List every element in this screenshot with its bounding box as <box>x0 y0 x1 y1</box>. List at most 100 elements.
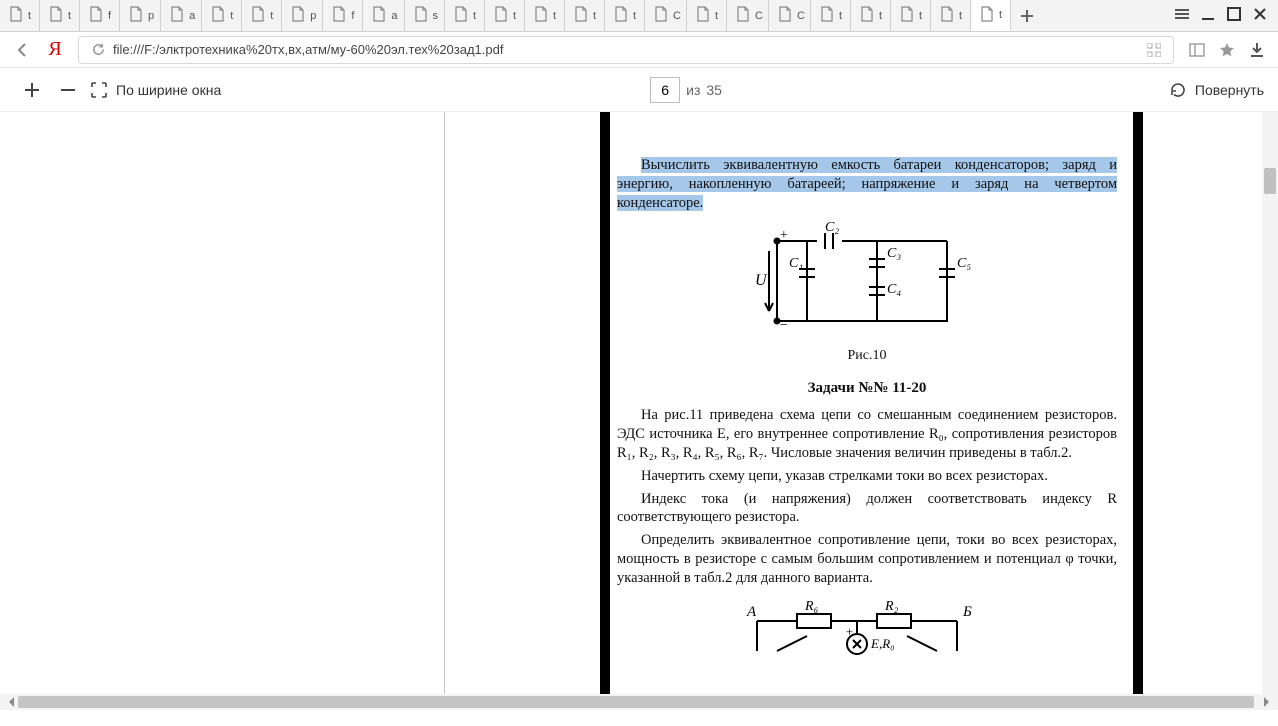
tab-label: t <box>513 10 516 22</box>
document-content: Вычислить эквивалентную емкость батареи … <box>617 152 1117 656</box>
para2: Начертить схему цепи, указав стрелками т… <box>617 467 1117 486</box>
sidebar-icon <box>1189 42 1205 58</box>
tab-strip: ttfpattpfastttttCtCCttttt <box>0 0 1278 32</box>
fit-width-label: По ширине окна <box>116 82 221 98</box>
plus-icon <box>23 81 41 99</box>
browser-tab[interactable]: a <box>363 0 404 31</box>
tab-label: a <box>189 10 195 22</box>
minimize-button[interactable] <box>1200 6 1216 26</box>
qr-icon <box>1147 43 1161 57</box>
file-icon <box>493 6 509 25</box>
svg-text:C₃: C₃ <box>887 246 901 261</box>
pdf-page: Вычислить эквивалентную емкость батареи … <box>444 112 1144 694</box>
tab-label: a <box>391 10 397 22</box>
tab-label: t <box>879 10 882 22</box>
browser-tab[interactable]: t <box>891 0 931 31</box>
zoom-in-button[interactable] <box>14 81 50 99</box>
file-icon <box>128 6 144 25</box>
svg-text:U: U <box>755 272 768 289</box>
browser-tab[interactable]: p <box>282 0 323 31</box>
file-icon <box>453 6 469 25</box>
tab-label: t <box>553 10 556 22</box>
scrollbar-thumb-h[interactable] <box>18 696 1254 708</box>
tab-label: f <box>108 10 111 22</box>
file-icon <box>939 6 955 25</box>
browser-tab[interactable]: t <box>565 0 605 31</box>
browser-tab[interactable]: t <box>40 0 80 31</box>
file-icon <box>210 6 226 25</box>
tab-label: f <box>351 10 354 22</box>
file-icon <box>979 6 995 25</box>
tab-label: t <box>839 10 842 22</box>
downloads-button[interactable] <box>1242 42 1272 58</box>
reload-button[interactable] <box>87 42 109 57</box>
browser-tab[interactable]: p <box>120 0 161 31</box>
browser-tab[interactable]: t <box>242 0 282 31</box>
page-indicator: из 35 <box>650 77 722 103</box>
browser-tab[interactable]: t <box>605 0 645 31</box>
para1: На рис.11 приведена схема цепи со смешан… <box>617 406 1117 463</box>
tab-label: t <box>715 10 718 22</box>
section-heading: Задачи №№ 11-20 <box>617 379 1117 399</box>
browser-tab[interactable]: t <box>485 0 525 31</box>
browser-tab[interactable]: t <box>202 0 242 31</box>
menu-icon[interactable] <box>1174 6 1190 26</box>
tab-label: C <box>797 10 805 22</box>
scrollbar-vertical[interactable] <box>1262 112 1278 710</box>
browser-tab[interactable]: t <box>931 0 971 31</box>
tab-label: s <box>433 10 439 22</box>
file-icon <box>735 6 751 25</box>
scrollbar-thumb-v[interactable] <box>1264 168 1276 194</box>
browser-tab[interactable]: C <box>769 0 811 31</box>
browser-tab[interactable]: t <box>687 0 727 31</box>
reload-icon <box>91 42 106 57</box>
rotate-button[interactable]: Повернуть <box>1169 81 1264 99</box>
tab-label: t <box>28 10 31 22</box>
minus-icon <box>59 81 77 99</box>
tab-label: p <box>310 10 316 22</box>
browser-tab[interactable]: t <box>851 0 891 31</box>
page-input[interactable] <box>650 77 680 103</box>
yandex-logo[interactable]: Я <box>40 38 70 61</box>
maximize-button[interactable] <box>1226 6 1242 26</box>
plus-icon <box>1019 8 1035 24</box>
tab-label: t <box>473 10 476 22</box>
bookmark-button[interactable] <box>1212 42 1242 58</box>
svg-text:C₁: C₁ <box>789 256 803 271</box>
browser-tab[interactable]: a <box>161 0 202 31</box>
zoom-out-button[interactable] <box>50 81 86 99</box>
file-icon <box>250 6 266 25</box>
scrollbar-horizontal[interactable] <box>0 694 1278 710</box>
window-controls <box>1164 6 1278 26</box>
svg-text:−: − <box>779 318 788 333</box>
fit-width-button[interactable]: По ширине окна <box>90 81 221 99</box>
para3: Индекс тока (и напряжения) должен соотве… <box>617 490 1117 528</box>
file-icon <box>899 6 915 25</box>
browser-tab[interactable]: C <box>727 0 769 31</box>
qr-button[interactable] <box>1143 43 1165 57</box>
browser-tab[interactable]: t <box>971 0 1011 31</box>
back-button[interactable] <box>6 42 40 58</box>
file-icon <box>573 6 589 25</box>
tab-label: t <box>633 10 636 22</box>
page-margin-right <box>1133 112 1143 694</box>
browser-tab[interactable]: f <box>80 0 120 31</box>
highlighted-text[interactable]: Вычислить эквивалентную емкость батареи … <box>617 157 1117 211</box>
browser-tab[interactable]: t <box>0 0 40 31</box>
para4: Определить эквивалентное сопротивление ц… <box>617 531 1117 588</box>
file-icon <box>413 6 429 25</box>
browser-tab[interactable]: s <box>405 0 446 31</box>
tab-label: C <box>755 10 763 22</box>
svg-text:C₂: C₂ <box>825 221 839 235</box>
browser-tab[interactable]: t <box>525 0 565 31</box>
circuit2-figure: A Б R₆ R₂ E,R₀ + <box>737 596 997 656</box>
tab-label: t <box>593 10 596 22</box>
browser-tab[interactable]: t <box>445 0 485 31</box>
browser-tab[interactable]: f <box>323 0 363 31</box>
close-button[interactable] <box>1252 6 1268 26</box>
url-input[interactable] <box>113 42 1143 57</box>
new-tab-button[interactable] <box>1011 0 1043 31</box>
browser-tab[interactable]: C <box>645 0 687 31</box>
sidebar-button[interactable] <box>1182 42 1212 58</box>
browser-tab[interactable]: t <box>811 0 851 31</box>
